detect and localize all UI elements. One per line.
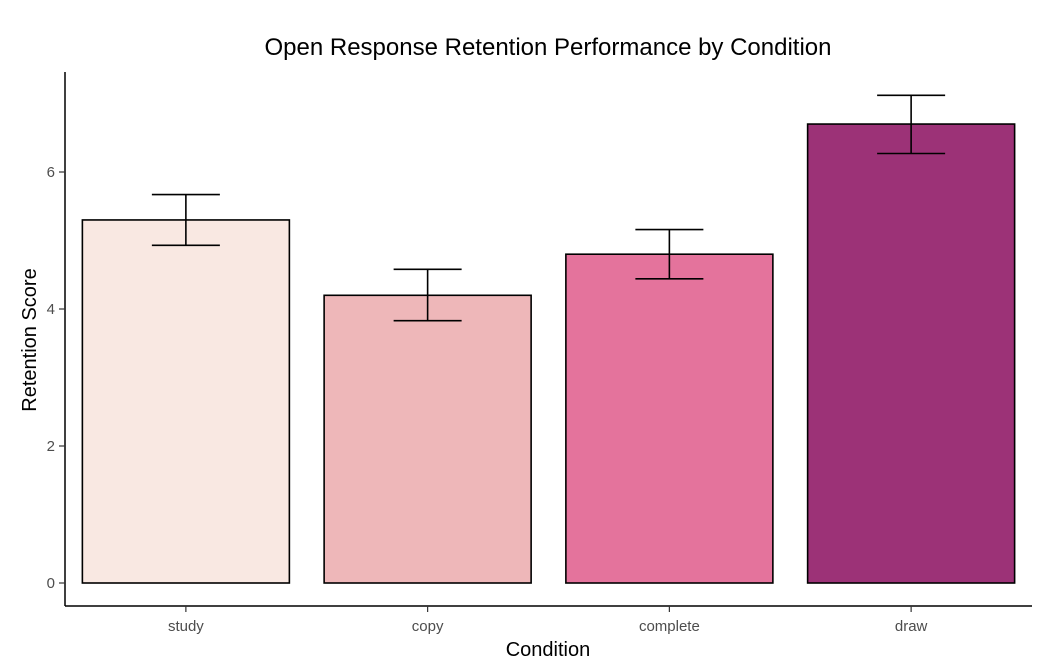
error-bar-complete: [635, 228, 704, 280]
x-tick-label-study: study: [168, 618, 204, 635]
x-tick-label-complete: complete: [639, 618, 700, 635]
bar-study: [81, 219, 291, 584]
x-axis-title: Condition: [506, 639, 591, 661]
error-bar-study: [151, 193, 220, 247]
y-tick-label: 0: [47, 575, 55, 592]
y-tick-label: 2: [47, 438, 55, 455]
y-tick-label: 4: [47, 301, 55, 318]
plot-area: [81, 94, 1016, 584]
x-tick-label-copy: copy: [412, 618, 444, 635]
error-bar-draw: [877, 94, 946, 155]
x-axis-ticks: study copy complete draw: [168, 606, 928, 635]
bar-complete: [565, 253, 774, 584]
bar-draw: [806, 123, 1016, 584]
x-tick-label-draw: draw: [895, 618, 928, 635]
y-axis-title: Retention Score: [19, 268, 41, 411]
y-axis-ticks: 0 2 4 6: [47, 164, 65, 592]
error-bar-copy: [393, 268, 462, 322]
bar-copy: [323, 294, 532, 584]
y-tick-label: 6: [47, 164, 55, 181]
chart-title: Open Response Retention Performance by C…: [265, 34, 832, 61]
